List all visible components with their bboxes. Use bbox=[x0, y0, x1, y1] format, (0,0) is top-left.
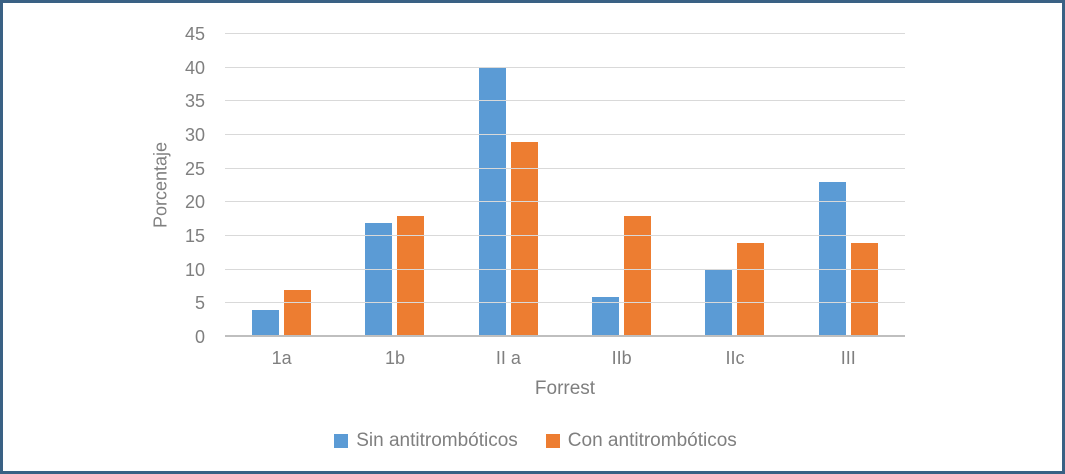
x-category-label: IIb bbox=[611, 348, 632, 368]
bar-con-1a bbox=[284, 289, 312, 337]
bar-sin-1a bbox=[252, 310, 280, 337]
legend-swatch-icon bbox=[545, 434, 560, 448]
bar-group-iii bbox=[792, 34, 905, 337]
y-tick-label: 20 bbox=[184, 192, 205, 213]
x-category-label: II a bbox=[495, 348, 521, 368]
bar-group-1b bbox=[338, 34, 451, 337]
gridline bbox=[225, 268, 905, 270]
y-tick-label: 10 bbox=[184, 259, 205, 280]
y-tick-label: 35 bbox=[184, 91, 205, 112]
y-tick-label: 15 bbox=[184, 226, 205, 246]
bar-con-iia bbox=[510, 141, 538, 337]
y-tick-label: 40 bbox=[184, 57, 205, 78]
legend-swatch-icon bbox=[334, 434, 349, 448]
legend-item: Sin antitrombóticos bbox=[334, 430, 518, 452]
bar-sin-iii bbox=[818, 182, 846, 337]
plot-area bbox=[225, 33, 905, 337]
legend-item: Con antitrombóticos bbox=[545, 430, 737, 452]
y-tick-label: 0 bbox=[194, 327, 205, 347]
gridline bbox=[225, 100, 905, 102]
bar-con-iic bbox=[737, 242, 765, 337]
x-category-label: 1b bbox=[384, 348, 405, 368]
bar-group-1a bbox=[225, 34, 338, 337]
gridline bbox=[225, 134, 905, 135]
gridline bbox=[225, 302, 905, 304]
x-axis-title: Forrest bbox=[534, 378, 596, 399]
x-axis-line bbox=[225, 335, 905, 337]
x-category-label: IIc bbox=[725, 348, 745, 368]
legend-label: Con antitrombóticos bbox=[567, 430, 737, 451]
x-axis-category-labels: 1a 1b II a IIb IIc III bbox=[225, 348, 905, 369]
gridline bbox=[225, 66, 905, 68]
bar-group-iib bbox=[565, 34, 678, 337]
y-tick-label: 45 bbox=[184, 24, 205, 44]
bar-con-1b bbox=[397, 215, 425, 337]
bar-group-iia bbox=[452, 34, 565, 337]
bar-con-iii bbox=[850, 242, 878, 337]
legend-label: Sin antitrombóticos bbox=[356, 430, 518, 451]
legend: Sin antitrombóticos Con antitrombóticos bbox=[3, 430, 1062, 452]
bar-con-iib bbox=[624, 215, 652, 337]
bar-series-container bbox=[225, 34, 905, 337]
gridline bbox=[225, 235, 905, 236]
x-category-label: 1a bbox=[271, 348, 292, 368]
gridline bbox=[225, 167, 905, 169]
gridline bbox=[225, 33, 905, 34]
y-tick-label: 30 bbox=[184, 125, 205, 145]
y-tick-label: 5 bbox=[194, 293, 205, 314]
bar-group-iic bbox=[678, 34, 791, 337]
x-category-label: III bbox=[840, 348, 856, 368]
y-tick-label: 25 bbox=[184, 158, 205, 179]
y-axis-tick-labels: 0 5 10 15 20 25 30 35 40 45 bbox=[143, 25, 205, 346]
bar-sin-1b bbox=[365, 222, 393, 337]
gridline bbox=[225, 201, 905, 203]
